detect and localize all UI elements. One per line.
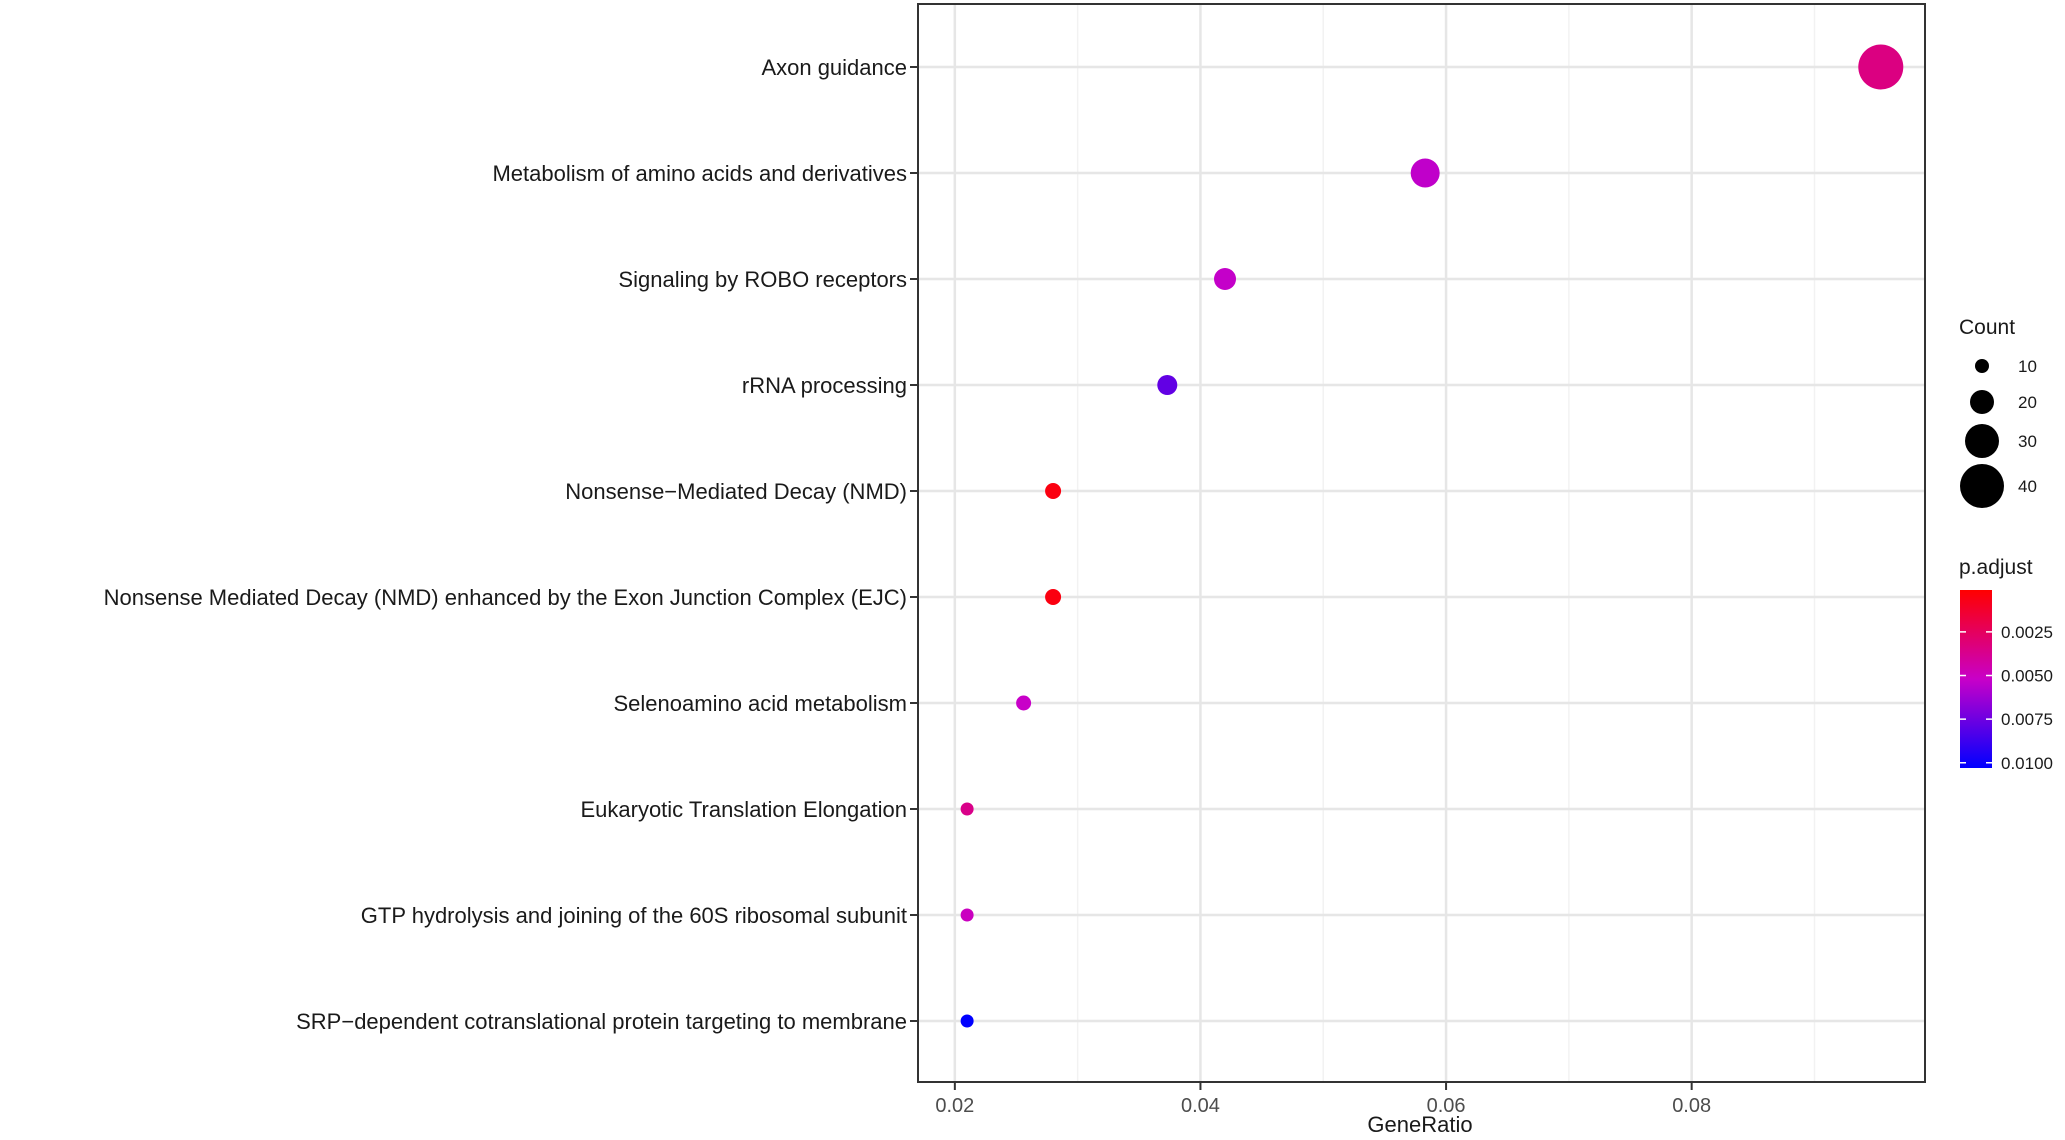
- p-adjust-colorbar: [1960, 590, 1992, 768]
- x-axis: 0.02 0.04 0.06 0.08: [935, 1082, 1711, 1117]
- plot-panel-border: [917, 3, 1926, 1083]
- x-tick-label: 0.02: [935, 1095, 974, 1117]
- data-point: [960, 908, 974, 922]
- y-tick-label: GTP hydrolysis and joining of the 60S ri…: [361, 903, 907, 928]
- count-legend-title: Count: [1959, 316, 2015, 339]
- x-tick-label: 0.06: [1427, 1095, 1466, 1117]
- y-tick-label: Selenoamino acid metabolism: [614, 691, 908, 716]
- x-tick-label: 0.08: [1672, 1095, 1711, 1117]
- x-axis-title: GeneRatio: [1367, 1112, 1472, 1137]
- y-tick-label: Signaling by ROBO receptors: [618, 267, 907, 292]
- y-tick-label: Eukaryotic Translation Elongation: [580, 797, 907, 822]
- p-adjust-legend: p.adjust 0.0025 0.0050 0.0075 0.0100: [1959, 556, 2053, 773]
- count-legend-label: 30: [2018, 432, 2037, 451]
- data-point: [960, 802, 974, 816]
- data-point: [1858, 44, 1904, 90]
- p-adjust-legend-title: p.adjust: [1959, 556, 2033, 579]
- count-legend-key: [1975, 359, 1989, 373]
- y-tick-label: rRNA processing: [742, 373, 907, 398]
- data-point: [1045, 589, 1062, 605]
- count-legend-key: [1965, 424, 1999, 458]
- count-legend-label: 10: [2018, 357, 2037, 376]
- y-tick-label: Nonsense−Mediated Decay (NMD): [565, 479, 907, 504]
- count-legend: Count 10 20 30 40: [1959, 316, 2037, 508]
- data-point: [960, 1014, 974, 1028]
- p-adjust-legend-label: 0.0050: [2001, 667, 2053, 686]
- count-legend-key: [1970, 390, 1994, 414]
- y-tick-label: SRP−dependent cotranslational protein ta…: [296, 1009, 907, 1034]
- data-point: [1016, 695, 1032, 711]
- y-axis: Axon guidance Metabolism of amino acids a…: [104, 55, 918, 1034]
- y-tick-label: Axon guidance: [761, 55, 907, 80]
- count-legend-label: 40: [2018, 477, 2037, 496]
- p-adjust-legend-label: 0.0025: [2001, 623, 2053, 642]
- data-point: [1157, 375, 1178, 395]
- y-tick-label: Nonsense Mediated Decay (NMD) enhanced b…: [104, 585, 907, 610]
- count-legend-label: 20: [2018, 393, 2037, 412]
- y-tick-label: Metabolism of amino acids and derivative…: [492, 161, 907, 186]
- count-legend-key: [1960, 464, 2004, 508]
- p-adjust-legend-label: 0.0100: [2001, 754, 2053, 773]
- grid-lines: [918, 4, 1925, 1082]
- data-point: [1214, 268, 1237, 290]
- data-point: [1045, 483, 1062, 499]
- data-point: [1410, 158, 1440, 188]
- x-tick-label: 0.04: [1181, 1095, 1220, 1117]
- p-adjust-legend-label: 0.0075: [2001, 710, 2053, 729]
- data-points: [960, 44, 1904, 1028]
